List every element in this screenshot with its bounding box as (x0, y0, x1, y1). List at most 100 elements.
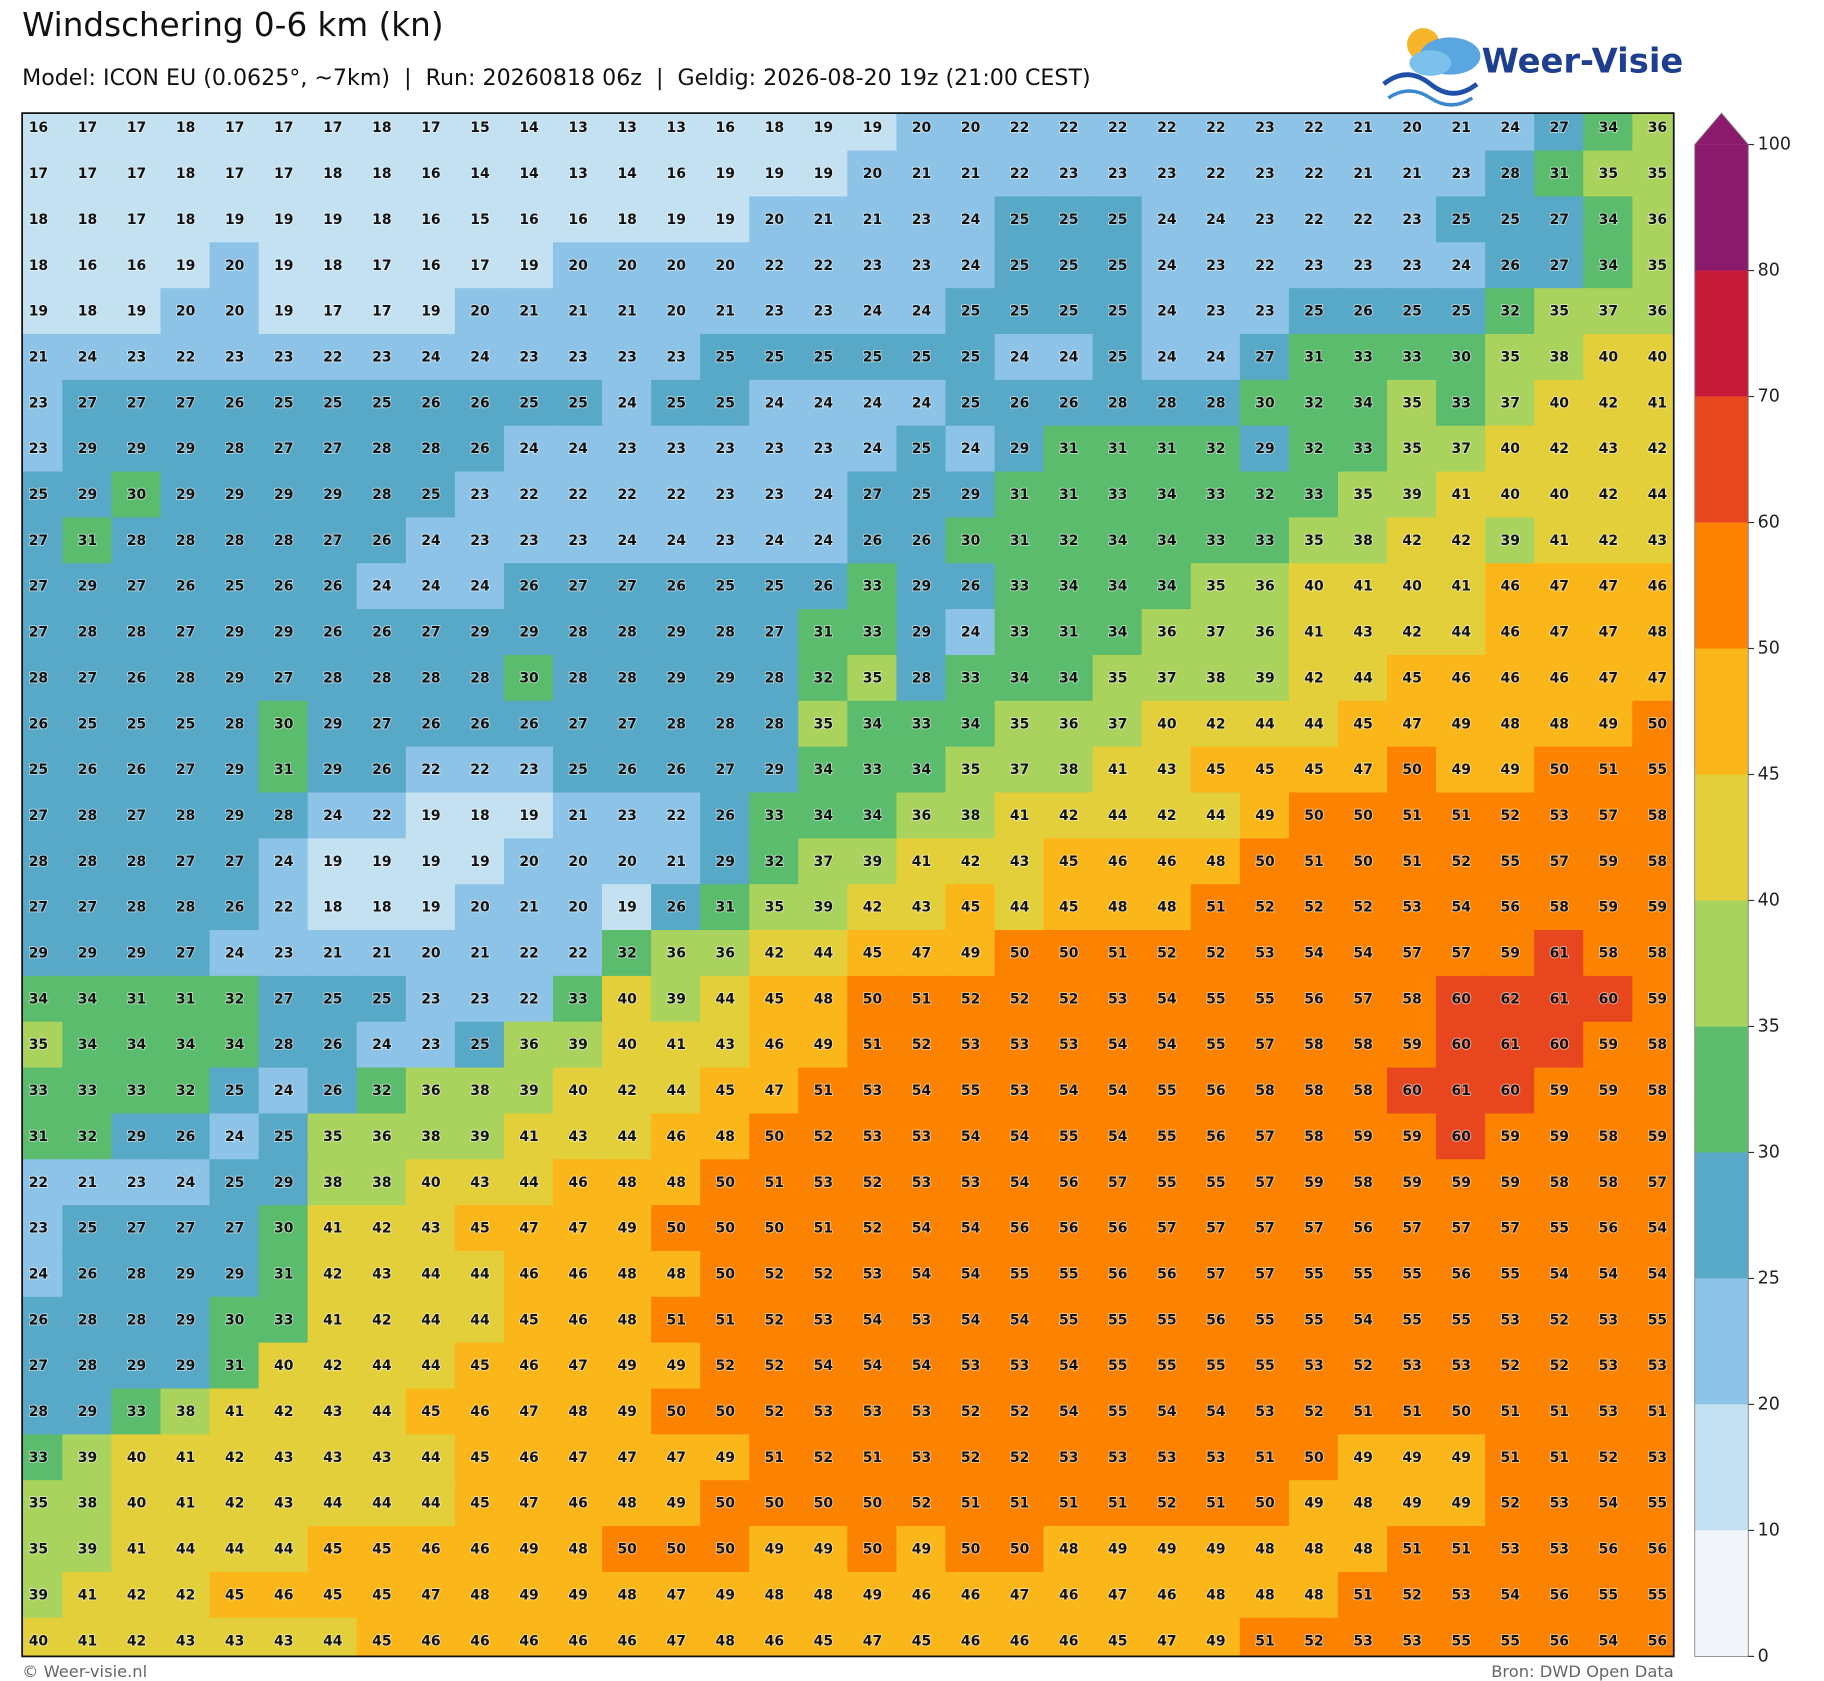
shear-value: 54 (1157, 1037, 1177, 1053)
shear-cell (1288, 1021, 1340, 1069)
shear-cell (307, 1205, 358, 1253)
shear-value: 40 (1550, 487, 1570, 503)
shear-cell (651, 1159, 702, 1207)
shear-value: 27 (29, 900, 48, 916)
shear-cell (405, 471, 457, 519)
shear-cell (111, 1205, 162, 1253)
shear-value: 44 (1648, 487, 1668, 503)
shear-value: 29 (78, 579, 97, 595)
shear-cell (798, 196, 849, 244)
shear-cell (307, 1388, 358, 1436)
shear-value: 45 (1402, 670, 1421, 686)
shear-value: 53 (961, 1358, 980, 1374)
shear-cell (896, 242, 947, 290)
shear-value: 25 (225, 1175, 244, 1191)
shear-value: 18 (470, 808, 489, 824)
shear-value: 54 (1599, 1266, 1619, 1282)
shear-cell (1092, 517, 1143, 565)
shear-value: 26 (470, 395, 489, 411)
shear-cell (1043, 517, 1094, 565)
shear-value: 48 (1206, 854, 1225, 870)
shear-cell (994, 242, 1045, 290)
shear-value: 45 (470, 1450, 489, 1466)
shear-cell (111, 654, 162, 702)
shear-cell (1632, 113, 1674, 152)
shear-value: 44 (470, 1312, 490, 1328)
shear-cell (356, 333, 407, 382)
shear-value: 60 (1451, 991, 1471, 1007)
shear-cell (602, 1113, 653, 1161)
shear-value: 30 (225, 1312, 245, 1328)
shear-cell (356, 838, 407, 886)
shear-value: 23 (765, 441, 784, 457)
shear-cell (1387, 1617, 1438, 1657)
shear-value: 47 (765, 1083, 784, 1099)
shear-cell (1534, 1113, 1585, 1161)
shear-cell (994, 1159, 1045, 1207)
shear-value: 28 (1206, 395, 1225, 411)
shear-value: 54 (863, 1358, 883, 1374)
shear-cell (1534, 425, 1585, 473)
shear-value: 40 (617, 1037, 637, 1053)
shear-value: 50 (765, 1221, 785, 1237)
shear-cell (1485, 1250, 1536, 1298)
shear-value: 23 (372, 349, 391, 365)
shear-cell (552, 1250, 604, 1298)
shear-value: 48 (1550, 716, 1569, 732)
shear-value: 52 (765, 1358, 784, 1374)
shear-value: 28 (372, 670, 391, 686)
shear-cell (798, 1113, 849, 1161)
shear-cell (1632, 1526, 1674, 1574)
shear-value: 24 (1451, 258, 1471, 274)
shear-cell (945, 884, 996, 932)
shear-value: 28 (568, 670, 587, 686)
shear-cell (1387, 242, 1438, 290)
shear-value: 43 (372, 1266, 391, 1282)
shear-cell (552, 654, 604, 702)
shear-cell (1043, 1480, 1094, 1528)
shear-cell (1043, 1388, 1094, 1436)
shear-cell (22, 1434, 64, 1482)
shear-value: 19 (323, 212, 342, 228)
shear-cell (994, 333, 1045, 382)
shear-value: 54 (961, 1266, 981, 1282)
shear-cell (896, 838, 947, 886)
shear-value: 41 (1451, 579, 1470, 595)
shear-value: 35 (765, 900, 784, 916)
shear-value: 58 (1648, 946, 1667, 962)
shear-cell (700, 1021, 751, 1069)
shear-value: 58 (1255, 1083, 1274, 1099)
shear-cell (700, 425, 751, 473)
shear-value: 29 (716, 670, 735, 686)
shear-value: 51 (1451, 808, 1470, 824)
shear-cell (1534, 792, 1585, 840)
shear-cell (1288, 1067, 1340, 1115)
shear-cell (994, 884, 1045, 932)
shear-value: 60 (1402, 1083, 1422, 1099)
shear-value: 49 (912, 1542, 931, 1558)
shear-cell (700, 609, 751, 657)
shear-value: 52 (863, 1221, 882, 1237)
shear-cell (62, 1250, 113, 1298)
shear-cell (356, 288, 407, 336)
shear-value: 56 (1648, 1633, 1667, 1649)
shear-cell (160, 563, 211, 611)
shear-value: 26 (225, 900, 244, 916)
shear-cell (160, 1296, 211, 1344)
shear-value: 48 (568, 1404, 587, 1420)
shear-cell (1485, 242, 1536, 290)
shear-cell (1337, 930, 1389, 978)
shear-value: 53 (814, 1404, 833, 1420)
shear-value: 42 (1550, 441, 1569, 457)
shear-value: 35 (1648, 258, 1667, 274)
shear-cell (896, 792, 947, 840)
shear-value: 58 (1648, 854, 1667, 870)
shear-cell (1534, 975, 1585, 1023)
shear-value: 21 (470, 946, 489, 962)
shear-cell (798, 425, 849, 473)
shear-value: 20 (470, 304, 490, 320)
shear-value: 16 (666, 166, 685, 182)
shear-value: 24 (1010, 349, 1030, 365)
shear-cell (651, 884, 702, 932)
shear-cell (307, 113, 358, 152)
